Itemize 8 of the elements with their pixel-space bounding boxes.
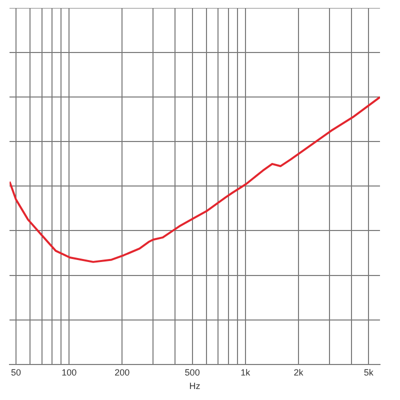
- x-tick-label: 500: [184, 367, 200, 378]
- x-tick-label: 200: [114, 367, 130, 378]
- x-axis-title: Hz: [189, 381, 201, 392]
- x-tick-label: 100: [62, 367, 77, 378]
- x-tick-label: 2k: [294, 367, 304, 378]
- x-tick-label: 50: [11, 367, 22, 378]
- x-tick-label: 5k: [364, 367, 374, 378]
- x-tick-label: 1k: [240, 367, 251, 378]
